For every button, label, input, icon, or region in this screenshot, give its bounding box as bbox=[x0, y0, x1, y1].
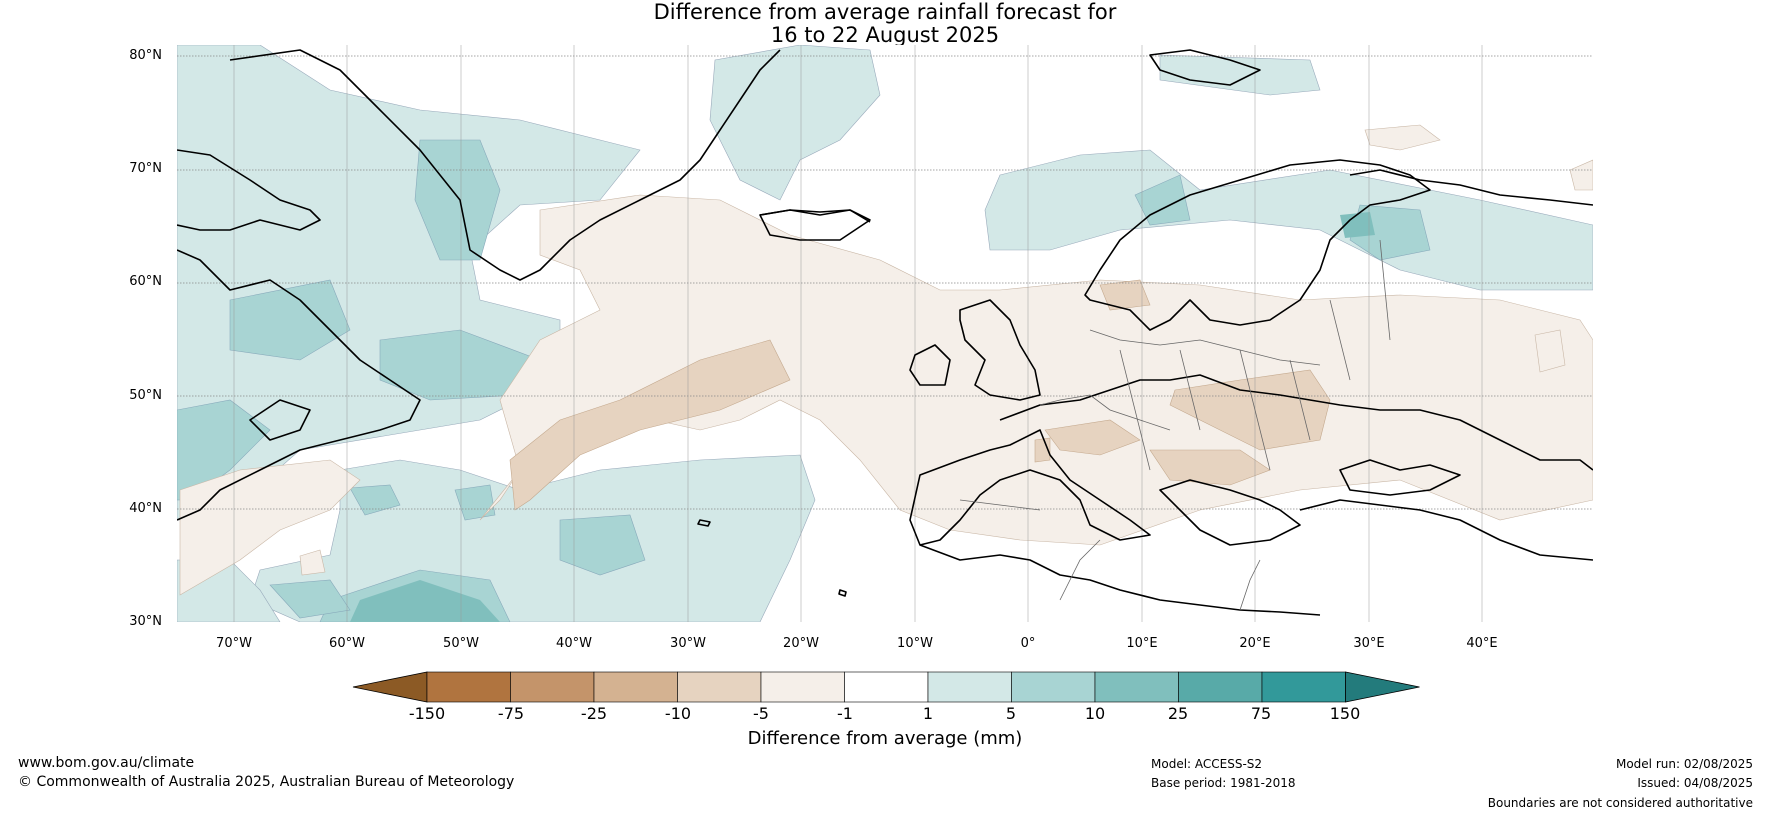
lon-label-10w: 10°W bbox=[897, 636, 933, 651]
lon-label-0: 0° bbox=[1020, 636, 1036, 651]
colorbar-swatch bbox=[1011, 671, 1096, 703]
colorbar-swatch bbox=[510, 671, 595, 703]
colorbar-swatch bbox=[844, 671, 929, 703]
colorbar-extend-high bbox=[1345, 671, 1420, 703]
colorbar-label: -150 bbox=[408, 704, 446, 723]
colorbar-label: 25 bbox=[1167, 704, 1189, 723]
lon-label-10e: 10°E bbox=[1126, 636, 1158, 651]
colorbar bbox=[352, 671, 1420, 703]
lon-label-50w: 50°W bbox=[443, 636, 479, 651]
footer-copyright: © Commonwealth of Australia 2025, Austra… bbox=[18, 774, 515, 790]
lat-label-30n: 30°N bbox=[129, 614, 162, 629]
colorbar-swatch bbox=[593, 671, 678, 703]
colorbar-label: 5 bbox=[1005, 704, 1017, 723]
footer-base-period: Base period: 1981-2018 bbox=[1151, 776, 1296, 790]
map-meridians bbox=[233, 45, 1483, 622]
colorbar-label: -10 bbox=[664, 704, 692, 723]
lon-label-40w: 40°W bbox=[556, 636, 592, 651]
lon-label-70w: 70°W bbox=[216, 636, 252, 651]
colorbar-label: -1 bbox=[837, 704, 853, 723]
lat-label-50n: 50°N bbox=[129, 388, 162, 403]
colorbar-swatch bbox=[927, 671, 1012, 703]
wetter-10-25-regions bbox=[350, 212, 1375, 622]
colorbar-swatch bbox=[677, 671, 762, 703]
footer-issued: Issued: 04/08/2025 bbox=[1637, 776, 1753, 790]
footer-model-run: Model run: 02/08/2025 bbox=[1615, 757, 1753, 771]
lat-label-80n: 80°N bbox=[129, 48, 162, 63]
lon-label-60w: 60°W bbox=[329, 636, 365, 651]
footer-disclaimer: Boundaries are not considered authoritat… bbox=[1487, 796, 1753, 810]
lon-label-30w: 30°W bbox=[670, 636, 706, 651]
map-area bbox=[177, 45, 1593, 622]
coastlines bbox=[177, 49, 1593, 616]
map-title-line2: 16 to 22 August 2025 bbox=[770, 23, 1000, 47]
colorbar-label: 1 bbox=[922, 704, 934, 723]
footer-website: www.bom.gov.au/climate bbox=[18, 755, 195, 771]
country-borders bbox=[959, 239, 1391, 611]
lon-label-40e: 40°E bbox=[1466, 636, 1498, 651]
colorbar-swatch bbox=[760, 671, 845, 703]
colorbar-label: -25 bbox=[580, 704, 608, 723]
colorbar-extend-low bbox=[352, 671, 428, 703]
colorbar-label: 75 bbox=[1250, 704, 1272, 723]
lon-label-30e: 30°E bbox=[1353, 636, 1385, 651]
colorbar-swatch bbox=[1178, 671, 1263, 703]
colorbar-label: -5 bbox=[753, 704, 769, 723]
colorbar-swatch bbox=[426, 671, 511, 703]
lon-label-20w: 20°W bbox=[783, 636, 819, 651]
lat-label-70n: 70°N bbox=[129, 161, 162, 176]
colorbar-title: Difference from average (mm) bbox=[747, 728, 1023, 749]
colorbar-label: 150 bbox=[1329, 704, 1361, 723]
footer-model: Model: ACCESS-S2 bbox=[1151, 757, 1263, 771]
map-gridlines bbox=[177, 55, 1593, 510]
colorbar-label: -75 bbox=[497, 704, 525, 723]
lat-label-40n: 40°N bbox=[129, 501, 162, 516]
lat-label-60n: 60°N bbox=[129, 274, 162, 289]
lon-label-20e: 20°E bbox=[1239, 636, 1271, 651]
map-title-line1: Difference from average rainfall forecas… bbox=[653, 0, 1117, 24]
colorbar-swatch bbox=[1094, 671, 1179, 703]
colorbar-swatch bbox=[1261, 671, 1346, 703]
drier-5-10-regions bbox=[509, 279, 1331, 511]
colorbar-label: 10 bbox=[1084, 704, 1106, 723]
